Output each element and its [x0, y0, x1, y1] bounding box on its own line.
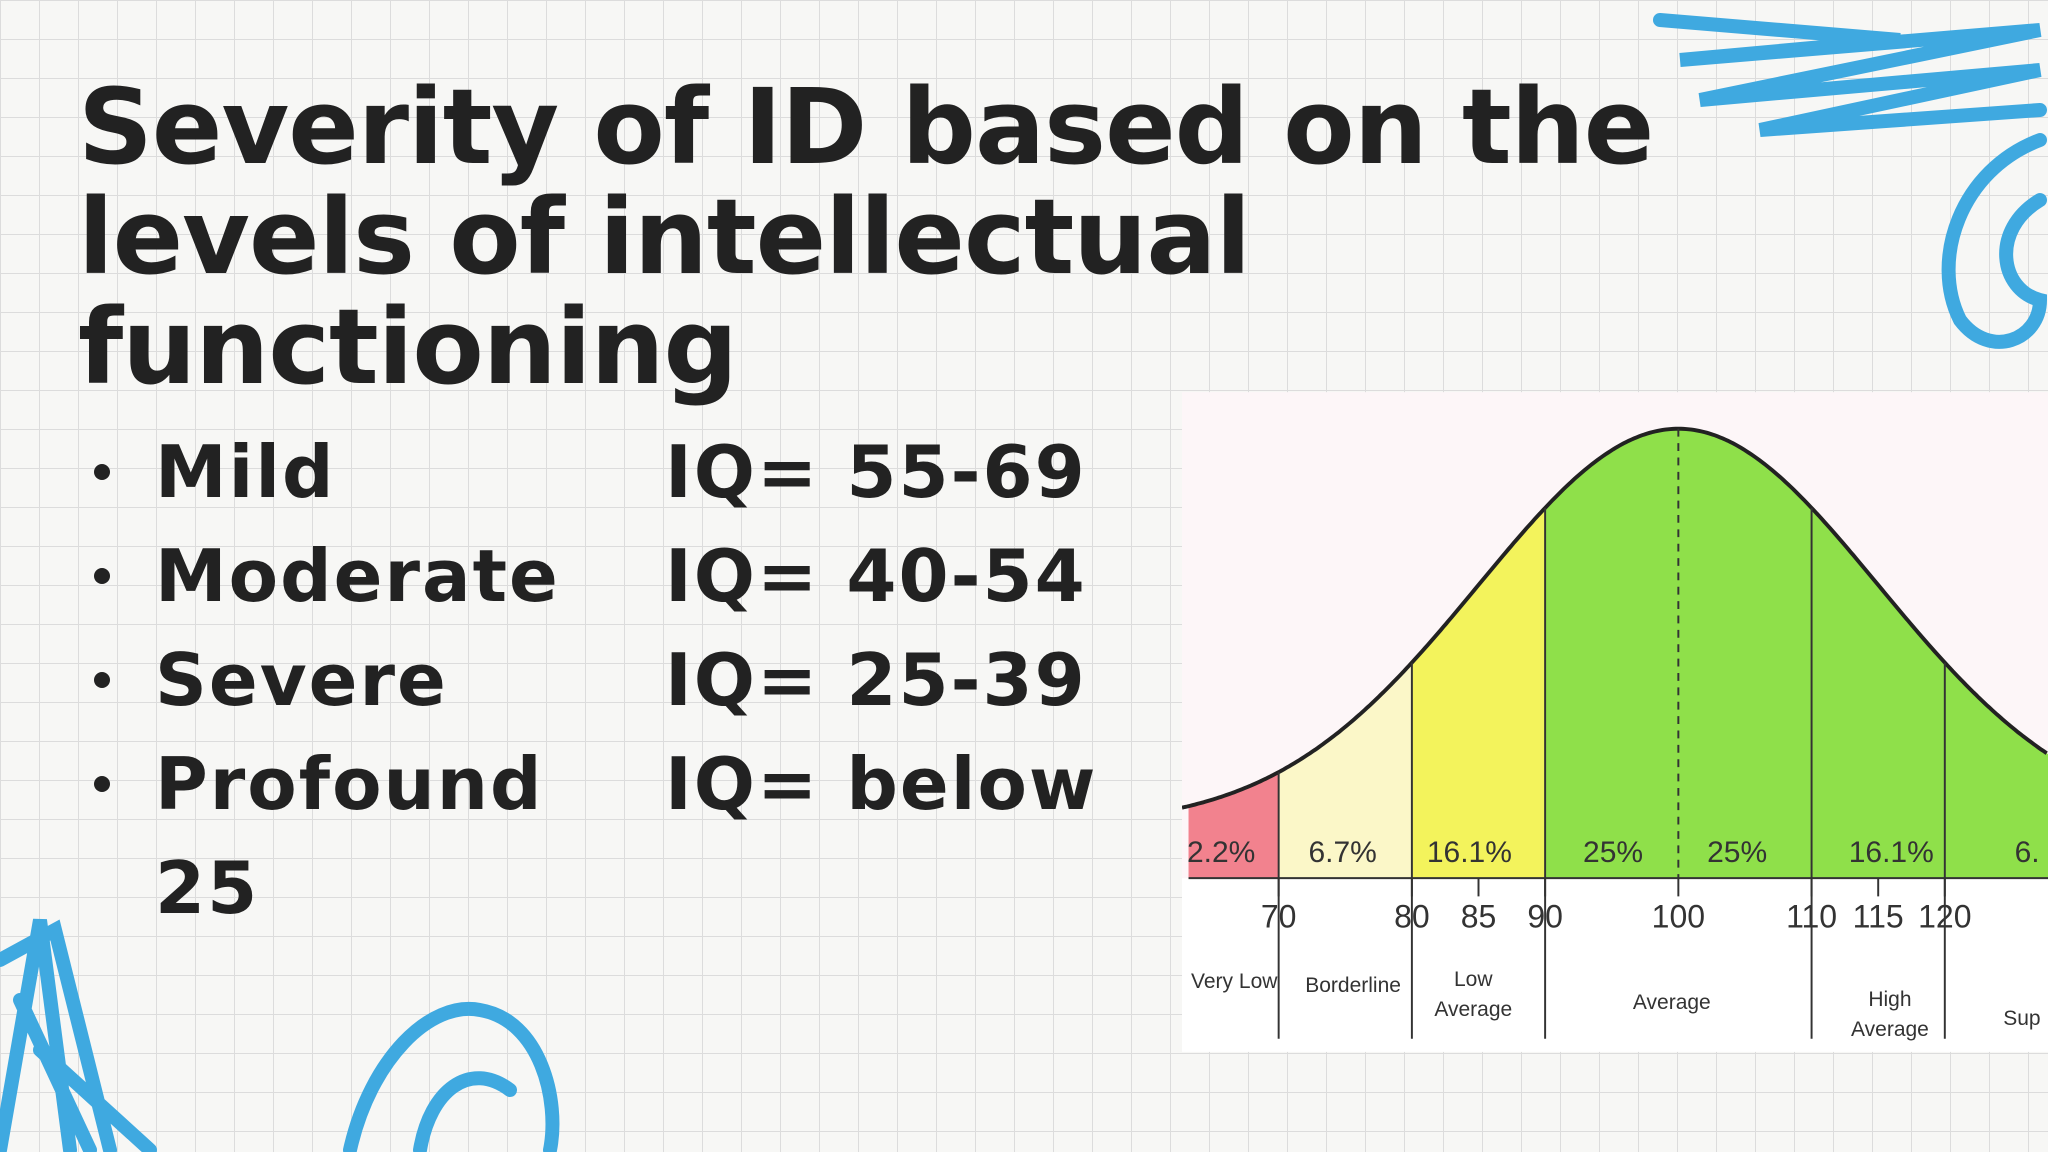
curve-region — [1944, 662, 2048, 879]
bullet-list: Mild IQ= 55-69 Moderate IQ= 40-54 Severe IQ= … — [80, 420, 1125, 940]
iq-tick-label: 110 — [1786, 898, 1838, 935]
percentage-label: 25% — [1707, 836, 1768, 870]
iq-tick-label: 90 — [1527, 898, 1563, 935]
iq-range: IQ= 40-54 — [665, 534, 1087, 618]
percentage-label: 6.7% — [1308, 836, 1377, 870]
iq-tick-label: 115 — [1852, 898, 1904, 935]
curve-region — [1411, 507, 1546, 879]
severity-level: Profound — [155, 742, 544, 826]
iq-range: IQ= 25-39 — [665, 638, 1087, 722]
bullet-item: Profound IQ= below 25 — [80, 732, 1125, 940]
bell-curve — [1181, 392, 2048, 1052]
percentage-label: 6. — [2014, 836, 2040, 870]
bullet-item: Mild IQ= 55-69 — [80, 420, 1125, 524]
title: Severity of ID based on the levels of in… — [78, 66, 1654, 408]
bullet-item: Severe IQ= 25-39 — [80, 628, 1125, 732]
range-label: Average — [1632, 991, 1711, 1015]
iq-tick-label: 100 — [1651, 898, 1706, 935]
severity-level: Mild — [155, 430, 336, 514]
curve-region — [1545, 428, 1812, 879]
range-label: Very Low — [1191, 970, 1278, 994]
iq-tick-label: 80 — [1394, 898, 1430, 935]
bullet-item: Moderate IQ= 40-54 — [80, 524, 1125, 628]
iq-tick-label: 70 — [1260, 898, 1297, 935]
severity-level: Severe — [155, 638, 448, 722]
iq-tick-label: 85 — [1460, 898, 1497, 935]
curve-region — [1811, 507, 1945, 879]
range-label: Low Average — [1434, 968, 1513, 1022]
iq-tick-label: 120 — [1918, 898, 1972, 935]
iq-range: IQ= 55-69 — [665, 430, 1087, 514]
percentage-label: 16.1% — [1848, 836, 1934, 870]
bell-curve-figure: 70 80 85 90 100 110 115 120 2.2% 6.7% 16.1% 25% 25% 1… — [1181, 392, 2048, 1052]
curve-region — [1188, 772, 1279, 879]
range-label: Borderline — [1305, 974, 1401, 998]
curve-region — [1278, 662, 1412, 879]
percentage-label: 16.1% — [1426, 836, 1512, 870]
severity-level: Moderate — [155, 534, 560, 618]
range-label: High Average — [1851, 988, 1929, 1042]
bell-curve-line — [1181, 426, 2048, 810]
range-label: Sup — [2003, 1006, 2041, 1030]
percentage-label: 25% — [1583, 836, 1644, 870]
percentage-label: 2.2% — [1186, 836, 1256, 870]
iq-range: IQ= below 25 — [155, 742, 1098, 930]
